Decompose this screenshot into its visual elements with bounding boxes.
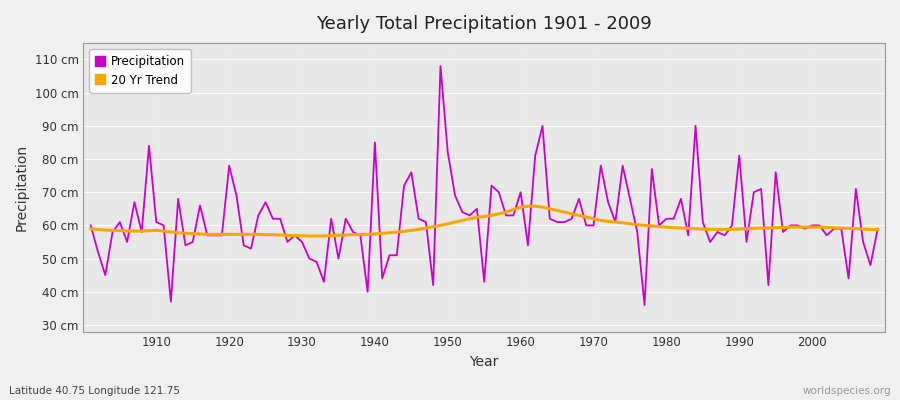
- Legend: Precipitation, 20 Yr Trend: Precipitation, 20 Yr Trend: [89, 49, 191, 92]
- Title: Yearly Total Precipitation 1901 - 2009: Yearly Total Precipitation 1901 - 2009: [316, 15, 652, 33]
- X-axis label: Year: Year: [470, 355, 499, 369]
- Text: worldspecies.org: worldspecies.org: [803, 386, 891, 396]
- Text: Latitude 40.75 Longitude 121.75: Latitude 40.75 Longitude 121.75: [9, 386, 180, 396]
- Y-axis label: Precipitation: Precipitation: [15, 144, 29, 231]
